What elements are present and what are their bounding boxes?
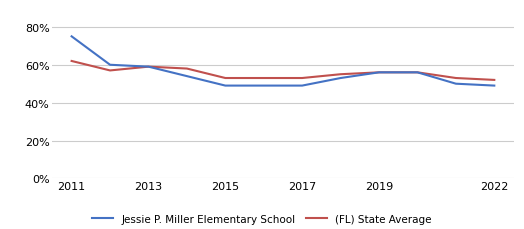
(FL) State Average <box>299 77 305 80</box>
Line: (FL) State Average: (FL) State Average <box>72 62 494 81</box>
(FL) State Average <box>491 79 497 82</box>
Jessie P. Miller Elementary School <box>414 72 421 74</box>
Jessie P. Miller Elementary School <box>184 75 190 78</box>
Jessie P. Miller Elementary School <box>376 72 382 74</box>
Jessie P. Miller Elementary School <box>222 85 228 87</box>
Legend: Jessie P. Miller Elementary School, (FL) State Average: Jessie P. Miller Elementary School, (FL)… <box>92 214 432 224</box>
(FL) State Average <box>414 72 421 74</box>
Jessie P. Miller Elementary School <box>69 36 75 38</box>
(FL) State Average <box>453 77 459 80</box>
Jessie P. Miller Elementary School <box>491 85 497 87</box>
(FL) State Average <box>107 70 113 73</box>
Line: Jessie P. Miller Elementary School: Jessie P. Miller Elementary School <box>72 37 494 86</box>
(FL) State Average <box>222 77 228 80</box>
Jessie P. Miller Elementary School <box>453 83 459 86</box>
Jessie P. Miller Elementary School <box>337 77 344 80</box>
(FL) State Average <box>337 74 344 76</box>
(FL) State Average <box>184 68 190 71</box>
(FL) State Average <box>376 72 382 74</box>
Jessie P. Miller Elementary School <box>299 85 305 87</box>
Jessie P. Miller Elementary School <box>145 66 151 69</box>
(FL) State Average <box>69 60 75 63</box>
Jessie P. Miller Elementary School <box>107 64 113 67</box>
(FL) State Average <box>260 77 267 80</box>
Jessie P. Miller Elementary School <box>260 85 267 87</box>
(FL) State Average <box>145 66 151 69</box>
